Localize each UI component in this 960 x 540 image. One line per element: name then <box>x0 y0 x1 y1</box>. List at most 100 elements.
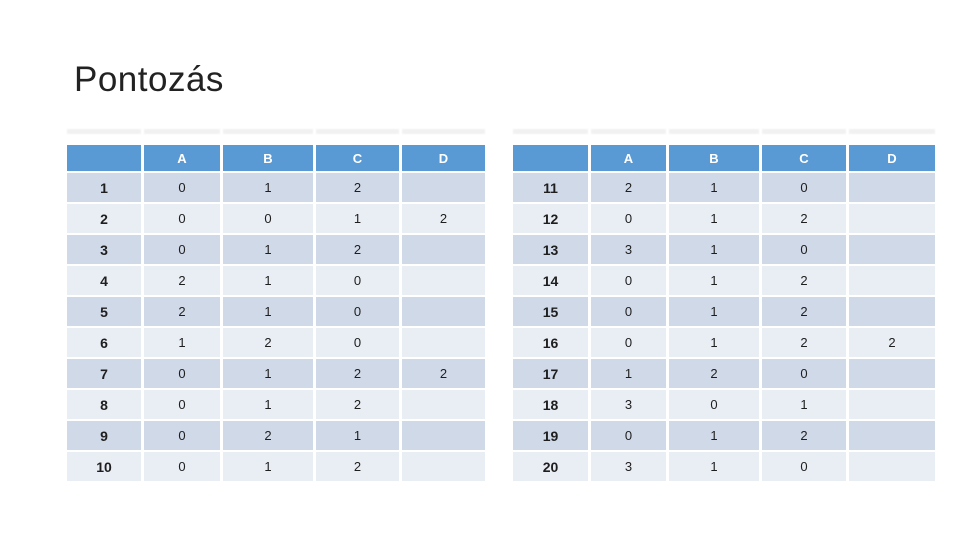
score-cell: 1 <box>669 173 759 202</box>
score-cell <box>849 204 935 233</box>
table-shadow-segment <box>669 129 759 134</box>
score-cell: 2 <box>402 359 485 388</box>
score-cell <box>849 235 935 264</box>
score-cell: 0 <box>144 421 220 450</box>
table-shadow-segment <box>402 129 485 134</box>
score-cell: 3 <box>591 452 666 481</box>
score-cell: 0 <box>144 235 220 264</box>
corner-header-cell <box>513 145 588 171</box>
score-cell: 2 <box>762 204 846 233</box>
score-cell: 1 <box>223 359 313 388</box>
score-cell: 2 <box>591 173 666 202</box>
score-cell: 0 <box>316 328 399 357</box>
score-cell: 1 <box>144 328 220 357</box>
score-cell <box>402 421 485 450</box>
score-cell: 3 <box>591 390 666 419</box>
score-cell: 2 <box>316 235 399 264</box>
column-header-b: B <box>669 145 759 171</box>
score-cell: 2 <box>402 204 485 233</box>
score-cell <box>849 359 935 388</box>
score-cell: 2 <box>144 266 220 295</box>
score-cell <box>849 390 935 419</box>
column-header-b: B <box>223 145 313 171</box>
score-cell <box>849 173 935 202</box>
row-label: 6 <box>67 328 141 357</box>
row-label: 9 <box>67 421 141 450</box>
row-label: 2 <box>67 204 141 233</box>
column-header-c: C <box>316 145 399 171</box>
score-cell: 2 <box>316 390 399 419</box>
score-cell <box>402 297 485 326</box>
score-cell: 2 <box>762 328 846 357</box>
row-label: 1 <box>67 173 141 202</box>
score-cell: 0 <box>591 297 666 326</box>
score-cell <box>849 266 935 295</box>
column-header-d: D <box>402 145 485 171</box>
row-label: 7 <box>67 359 141 388</box>
score-cell: 2 <box>144 297 220 326</box>
column-header-c: C <box>762 145 846 171</box>
score-cell: 0 <box>144 390 220 419</box>
table-shadow-segment <box>591 129 666 134</box>
score-cell: 2 <box>669 359 759 388</box>
row-label: 20 <box>513 452 588 481</box>
score-cell: 2 <box>316 452 399 481</box>
score-cell: 2 <box>849 328 935 357</box>
score-cell: 1 <box>762 390 846 419</box>
row-label: 10 <box>67 452 141 481</box>
row-label: 19 <box>513 421 588 450</box>
score-cell: 1 <box>223 297 313 326</box>
column-header-a: A <box>591 145 666 171</box>
score-cell: 0 <box>762 359 846 388</box>
score-cell <box>849 297 935 326</box>
table-shadow-segment <box>223 129 313 134</box>
score-cell: 2 <box>316 173 399 202</box>
score-cell: 3 <box>591 235 666 264</box>
row-label: 15 <box>513 297 588 326</box>
row-label: 17 <box>513 359 588 388</box>
score-cell: 1 <box>223 173 313 202</box>
score-cell <box>402 328 485 357</box>
row-label: 11 <box>513 173 588 202</box>
score-cell <box>849 421 935 450</box>
score-cell: 1 <box>669 297 759 326</box>
score-cell: 0 <box>762 452 846 481</box>
score-cell: 1 <box>669 452 759 481</box>
page-title: Pontozás <box>74 60 224 99</box>
score-cell: 0 <box>591 204 666 233</box>
score-cell: 1 <box>669 235 759 264</box>
score-cell: 2 <box>223 421 313 450</box>
score-cell: 0 <box>591 421 666 450</box>
score-cell: 0 <box>591 266 666 295</box>
row-label: 13 <box>513 235 588 264</box>
score-cell <box>849 452 935 481</box>
score-cell: 2 <box>762 266 846 295</box>
score-cell: 1 <box>669 266 759 295</box>
row-label: 16 <box>513 328 588 357</box>
score-cell: 0 <box>762 235 846 264</box>
score-cell: 0 <box>669 390 759 419</box>
score-cell: 1 <box>591 359 666 388</box>
score-cell: 0 <box>591 328 666 357</box>
score-cell <box>402 173 485 202</box>
score-cell <box>402 266 485 295</box>
score-cell: 1 <box>223 452 313 481</box>
table-shadow-segment <box>762 129 846 134</box>
score-cell: 1 <box>223 235 313 264</box>
row-label: 8 <box>67 390 141 419</box>
score-cell: 0 <box>762 173 846 202</box>
score-cell: 0 <box>144 204 220 233</box>
score-cell: 2 <box>762 297 846 326</box>
score-table-right: A B C D 11 2 1 0 12 0 1 2 13 3 1 0 14 0 1 2 15 0 1 2 16 0 1 2 2 17 1 2 0… <box>513 129 935 481</box>
score-cell: 2 <box>223 328 313 357</box>
table-shadow-segment <box>316 129 399 134</box>
score-cell: 1 <box>669 421 759 450</box>
table-shadow <box>513 129 935 134</box>
table-shadow-segment <box>67 129 141 134</box>
table-shadow-segment <box>849 129 935 134</box>
row-label: 12 <box>513 204 588 233</box>
score-cell: 0 <box>316 297 399 326</box>
row-label: 4 <box>67 266 141 295</box>
row-label: 14 <box>513 266 588 295</box>
